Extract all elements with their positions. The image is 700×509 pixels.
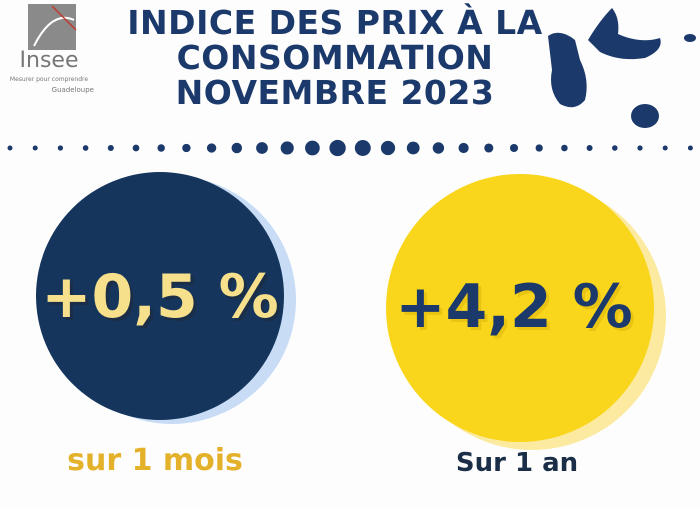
dot xyxy=(305,140,320,156)
dot xyxy=(432,142,445,154)
dot xyxy=(32,145,38,151)
dot xyxy=(612,145,618,151)
logo-accent xyxy=(51,5,77,31)
dot xyxy=(637,145,643,151)
dot xyxy=(107,144,114,152)
logo-name: Insee xyxy=(19,48,79,73)
map-grande-terre xyxy=(588,8,661,60)
dot xyxy=(57,145,64,151)
dot xyxy=(182,143,191,153)
dot-row xyxy=(7,139,693,157)
dot xyxy=(256,142,268,154)
dot xyxy=(280,141,294,155)
dot xyxy=(509,143,519,153)
map-desirade xyxy=(684,34,696,42)
dot xyxy=(231,142,243,154)
dot xyxy=(82,145,89,151)
dot xyxy=(458,142,469,154)
logo-region: Guadeloupe xyxy=(51,86,94,94)
dot xyxy=(662,145,668,151)
circle-month xyxy=(36,172,284,420)
dot xyxy=(329,139,346,157)
dot xyxy=(535,144,543,152)
dot xyxy=(206,143,217,153)
stat-value: +4,2 % xyxy=(395,272,633,342)
title-line: NOVEMBRE 2023 xyxy=(175,73,495,112)
logo-swoosh xyxy=(33,16,75,47)
dot xyxy=(561,144,568,152)
logo-tagline: Mesurer pour comprendre xyxy=(9,76,89,83)
dot xyxy=(687,145,693,151)
title-line: INDICE DES PRIX À LA xyxy=(127,3,543,42)
dot xyxy=(406,141,420,155)
stat-value: +0,5 % xyxy=(41,262,279,332)
dot xyxy=(7,145,13,151)
map-marie-galante xyxy=(631,104,659,128)
dot xyxy=(157,144,165,152)
stat-label: Sur 1 an xyxy=(455,448,579,478)
dot xyxy=(132,144,140,152)
circle-year xyxy=(386,174,654,442)
dot xyxy=(380,140,396,156)
map-basse-terre xyxy=(548,32,587,108)
stat-label: sur 1 mois xyxy=(67,443,243,478)
dot xyxy=(484,143,494,153)
dot xyxy=(586,145,593,151)
dot xyxy=(354,140,371,156)
title-line: CONSOMMATION xyxy=(176,38,494,77)
